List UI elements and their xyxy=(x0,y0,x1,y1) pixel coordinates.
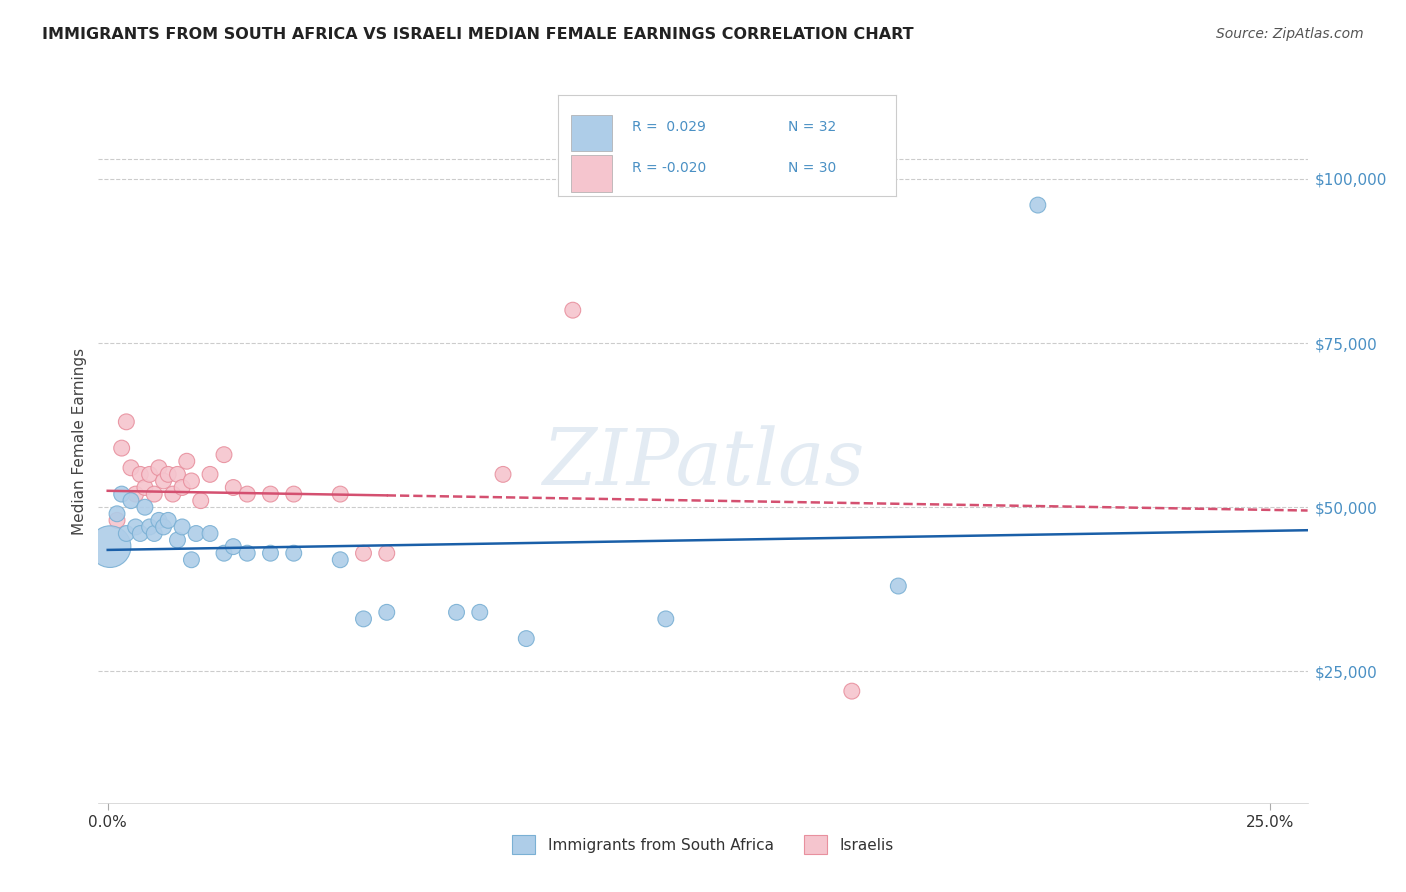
Point xyxy=(152,520,174,534)
Point xyxy=(259,487,281,501)
Y-axis label: Median Female Earnings: Median Female Earnings xyxy=(72,348,87,535)
Point xyxy=(120,460,142,475)
Point xyxy=(515,632,537,646)
Point xyxy=(222,481,245,495)
Point xyxy=(138,467,160,482)
Text: Source: ZipAtlas.com: Source: ZipAtlas.com xyxy=(1216,27,1364,41)
Point xyxy=(492,467,515,482)
Point xyxy=(148,513,170,527)
Point xyxy=(157,513,180,527)
Point xyxy=(180,474,202,488)
Point xyxy=(124,520,146,534)
Point xyxy=(134,500,156,515)
Point xyxy=(129,526,152,541)
Point xyxy=(105,507,128,521)
Point xyxy=(212,546,235,560)
Point xyxy=(561,303,583,318)
Text: IMMIGRANTS FROM SOUTH AFRICA VS ISRAELI MEDIAN FEMALE EARNINGS CORRELATION CHART: IMMIGRANTS FROM SOUTH AFRICA VS ISRAELI … xyxy=(42,27,914,42)
Text: ZIPatlas: ZIPatlas xyxy=(541,425,865,501)
Point xyxy=(353,546,375,560)
Point xyxy=(375,605,398,619)
Point xyxy=(138,520,160,534)
Legend: Immigrants from South Africa, Israelis: Immigrants from South Africa, Israelis xyxy=(506,830,900,860)
Point xyxy=(841,684,863,698)
Point xyxy=(143,487,166,501)
Point xyxy=(134,481,156,495)
Point xyxy=(120,493,142,508)
Point xyxy=(283,546,305,560)
Point xyxy=(190,493,212,508)
Point xyxy=(115,415,138,429)
Point xyxy=(180,553,202,567)
Point xyxy=(105,513,128,527)
Point xyxy=(166,533,188,547)
Point xyxy=(157,467,180,482)
Point xyxy=(111,441,134,455)
Point xyxy=(329,487,352,501)
Point xyxy=(198,526,221,541)
Point xyxy=(887,579,910,593)
Point xyxy=(212,448,235,462)
Point xyxy=(375,546,398,560)
Point xyxy=(124,487,146,501)
Point xyxy=(236,546,259,560)
Point xyxy=(152,474,174,488)
Point xyxy=(353,612,375,626)
Point xyxy=(446,605,468,619)
Point xyxy=(184,526,207,541)
Point xyxy=(236,487,259,501)
Point xyxy=(655,612,678,626)
Point xyxy=(259,546,281,560)
Point xyxy=(172,481,194,495)
Point xyxy=(468,605,491,619)
Point xyxy=(143,526,166,541)
Point xyxy=(162,487,184,501)
Point xyxy=(115,526,138,541)
Point xyxy=(222,540,245,554)
Point xyxy=(166,467,188,482)
Point xyxy=(329,553,352,567)
Point xyxy=(111,487,134,501)
Point xyxy=(198,467,221,482)
Point xyxy=(1026,198,1049,212)
Point xyxy=(148,460,170,475)
Point xyxy=(283,487,305,501)
Point xyxy=(98,540,121,554)
Point xyxy=(129,467,152,482)
Point xyxy=(176,454,198,468)
Point xyxy=(172,520,194,534)
